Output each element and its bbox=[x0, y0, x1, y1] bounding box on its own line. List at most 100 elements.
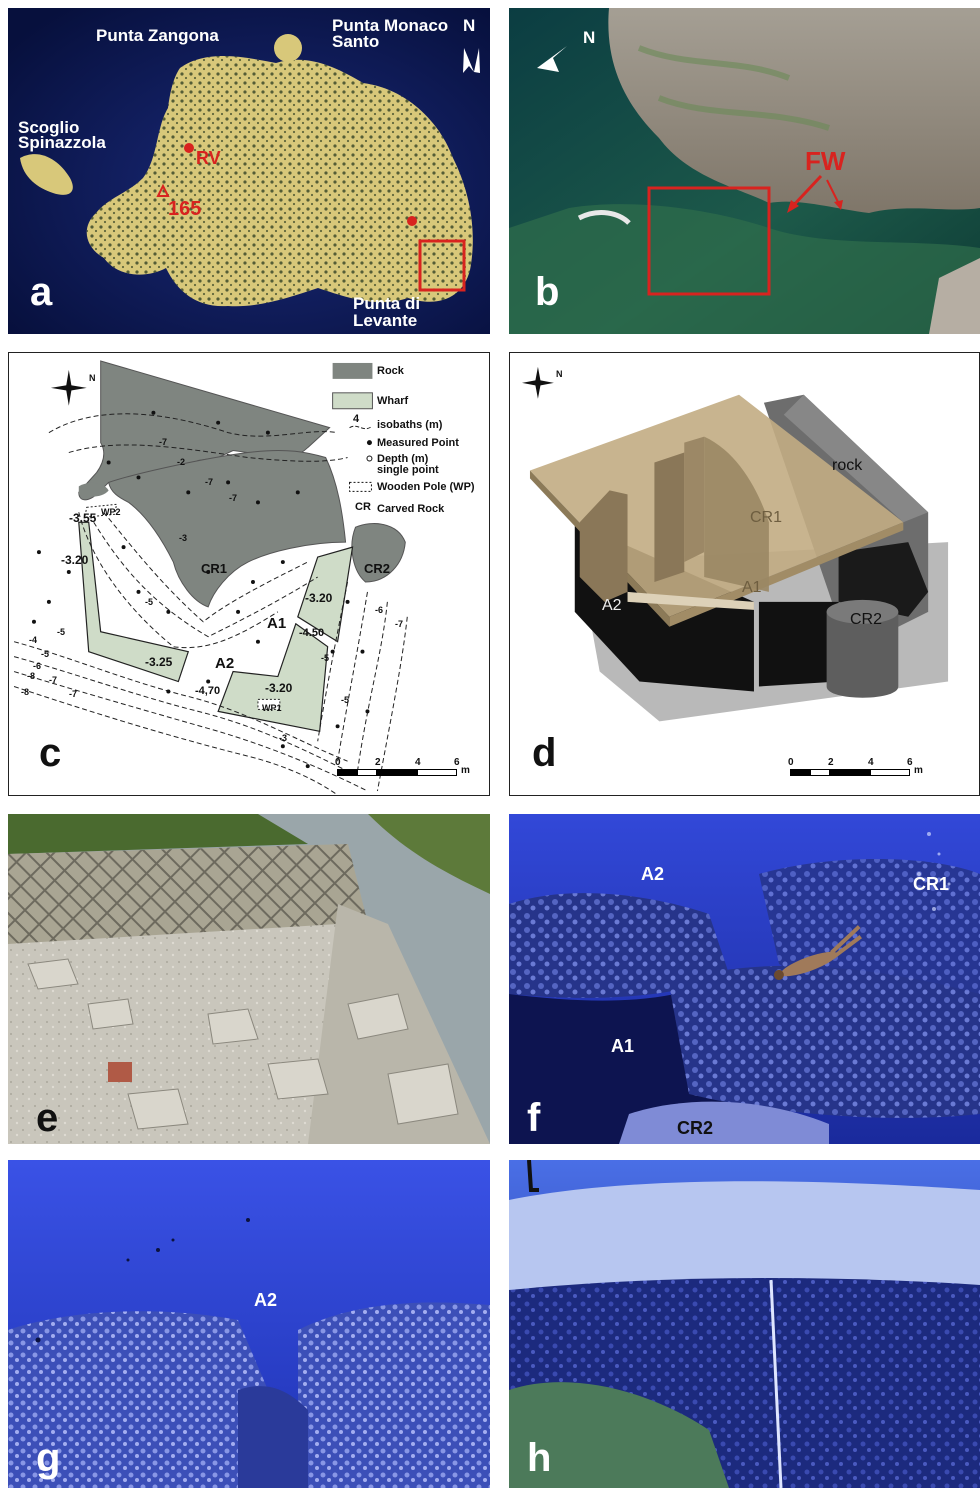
legend-wharf: Wharf bbox=[377, 395, 409, 407]
underwater-section-graphic bbox=[509, 1160, 980, 1488]
isobath-label: -7 bbox=[229, 493, 238, 503]
isobath-label: -7 bbox=[49, 675, 58, 685]
isobath-label: -3 bbox=[179, 533, 188, 543]
isobath-label: -5 bbox=[57, 627, 66, 637]
label-wp1: WP1 bbox=[262, 703, 282, 713]
label-a2-d: A2 bbox=[602, 597, 622, 614]
legend-isobath-sample: 4 bbox=[353, 413, 360, 425]
bathymetry-graphic bbox=[13, 360, 408, 795]
label-a2-g: A2 bbox=[254, 1290, 278, 1310]
legend-rock: Rock bbox=[377, 365, 404, 377]
reconstruction-graphic bbox=[522, 366, 949, 722]
depth-320-c: -3.20 bbox=[265, 681, 293, 695]
depth-450: -4.50 bbox=[299, 627, 325, 639]
panel-c-bathymetric-map: Rock Wharf 4 isobaths (m) Measured Point… bbox=[8, 352, 490, 796]
scale-tick: 0 bbox=[335, 757, 341, 768]
label-a1-f: A1 bbox=[611, 1036, 635, 1056]
legend-depth-1: Depth (m) bbox=[377, 453, 429, 465]
label-a1: A1 bbox=[267, 615, 287, 632]
label-cr1: CR1 bbox=[201, 561, 228, 576]
marker-rv: RV bbox=[196, 148, 221, 168]
label-cr2-d: CR2 bbox=[850, 611, 883, 628]
isobath-label: -5 bbox=[41, 649, 50, 659]
depth-320-b: -3.20 bbox=[305, 591, 333, 605]
scale-segment bbox=[417, 769, 457, 776]
isobath-label: -7 bbox=[205, 477, 214, 487]
isobath-label: -7 bbox=[395, 619, 404, 629]
scale-tick: 6 bbox=[454, 757, 460, 768]
scale-bar-d: 0 2 4 6 m bbox=[788, 757, 923, 781]
scale-bar-c: 0 2 4 6 m bbox=[335, 757, 470, 781]
label-wp2: WP2 bbox=[101, 507, 121, 517]
scale-segment bbox=[790, 769, 810, 776]
legend-carved: Carved Rock bbox=[377, 503, 445, 515]
panel-h-letter: h bbox=[527, 1436, 552, 1480]
scale-unit: m bbox=[461, 765, 470, 776]
scale-tick: 6 bbox=[907, 757, 913, 768]
label-cr1-f: CR1 bbox=[913, 874, 950, 894]
legend-isobaths: isobaths (m) bbox=[377, 419, 443, 431]
isobath-label: -4 bbox=[29, 635, 38, 645]
scale-segment bbox=[357, 769, 377, 776]
label-cr1-d: CR1 bbox=[750, 509, 783, 526]
scale-tick: 4 bbox=[868, 757, 874, 768]
label-punta-levante-2: Levante bbox=[353, 311, 418, 330]
scale-segment bbox=[870, 769, 910, 776]
isobath-label: -7 bbox=[69, 689, 78, 699]
underwater-a2-graphic bbox=[8, 1160, 490, 1488]
label-scoglio-1: Scoglio bbox=[18, 118, 80, 137]
island-map-graphic bbox=[8, 8, 490, 334]
label-punta-monaco-2: Santo bbox=[332, 32, 380, 51]
label-a1-d: A1 bbox=[742, 579, 762, 596]
label-rock-d: rock bbox=[832, 457, 863, 474]
legend-measured: Measured Point bbox=[377, 437, 459, 449]
depth-320-a: -3.20 bbox=[61, 553, 89, 567]
scale-segment bbox=[830, 769, 870, 776]
isobath-label: -7 bbox=[159, 437, 168, 447]
scale-segment bbox=[810, 769, 830, 776]
panel-d-letter: d bbox=[532, 731, 557, 775]
depth-325: -3.25 bbox=[145, 655, 173, 669]
isobath-label: -6 bbox=[375, 605, 384, 615]
panel-d-3d-reconstruction: rock CR1 A1 A2 CR2 N 0 2 4 6 m d bbox=[509, 352, 980, 796]
isobath-label: -3 bbox=[279, 733, 288, 743]
scale-segment bbox=[337, 769, 357, 776]
compass-north-c: N bbox=[89, 373, 96, 383]
marker-elevation: 165 bbox=[168, 198, 202, 220]
panel-f-underwater-photo: A2 CR1 A1 CR2 f bbox=[509, 814, 980, 1144]
isobath-label: -5 bbox=[321, 653, 330, 663]
label-scoglio-2: Spinazzola bbox=[18, 133, 106, 152]
scale-tick: 2 bbox=[828, 757, 834, 768]
panel-a-letter: a bbox=[30, 270, 53, 314]
panel-e-onshore-photo: e bbox=[8, 814, 490, 1144]
panel-b-aerial-photo: N FW b bbox=[509, 8, 980, 334]
isobath-label: -6 bbox=[33, 661, 42, 671]
depth-470: -4,70 bbox=[195, 685, 221, 697]
label-punta-monaco-1: Punta Monaco bbox=[332, 16, 449, 35]
panel-e-letter: e bbox=[36, 1096, 59, 1140]
legend-depth-2: single point bbox=[377, 464, 439, 476]
panel-g-letter: g bbox=[36, 1436, 61, 1480]
panel-g-underwater-photo: A2 g bbox=[8, 1160, 490, 1488]
panel-h-underwater-photo: h bbox=[509, 1160, 980, 1488]
isobath-label: -8 bbox=[21, 687, 30, 697]
depth-355: -3.55 bbox=[69, 511, 97, 525]
scale-unit: m bbox=[914, 765, 923, 776]
label-fw: FW bbox=[805, 146, 846, 176]
aerial-coast-graphic bbox=[509, 8, 980, 334]
label-a2-f: A2 bbox=[641, 864, 665, 884]
panel-f-letter: f bbox=[527, 1096, 541, 1140]
isobath-label: -8 bbox=[27, 671, 36, 681]
legend-carved-abbr: CR bbox=[355, 501, 371, 513]
panel-a-satellite-map: Punta Zangona Punta Monaco Santo N Scogl… bbox=[8, 8, 490, 334]
compass-north-d: N bbox=[556, 369, 563, 379]
panel-c-letter: c bbox=[39, 731, 62, 775]
label-punta-levante-1: Punta di bbox=[353, 294, 421, 313]
label-north-b: N bbox=[583, 28, 596, 47]
isobath-label: -5 bbox=[341, 695, 350, 705]
onshore-ruins-graphic bbox=[8, 814, 490, 1144]
scale-tick: 2 bbox=[375, 757, 381, 768]
panel-b-letter: b bbox=[535, 270, 560, 314]
scale-segment bbox=[377, 769, 417, 776]
legend-pole: Wooden Pole (WP) bbox=[377, 481, 475, 493]
